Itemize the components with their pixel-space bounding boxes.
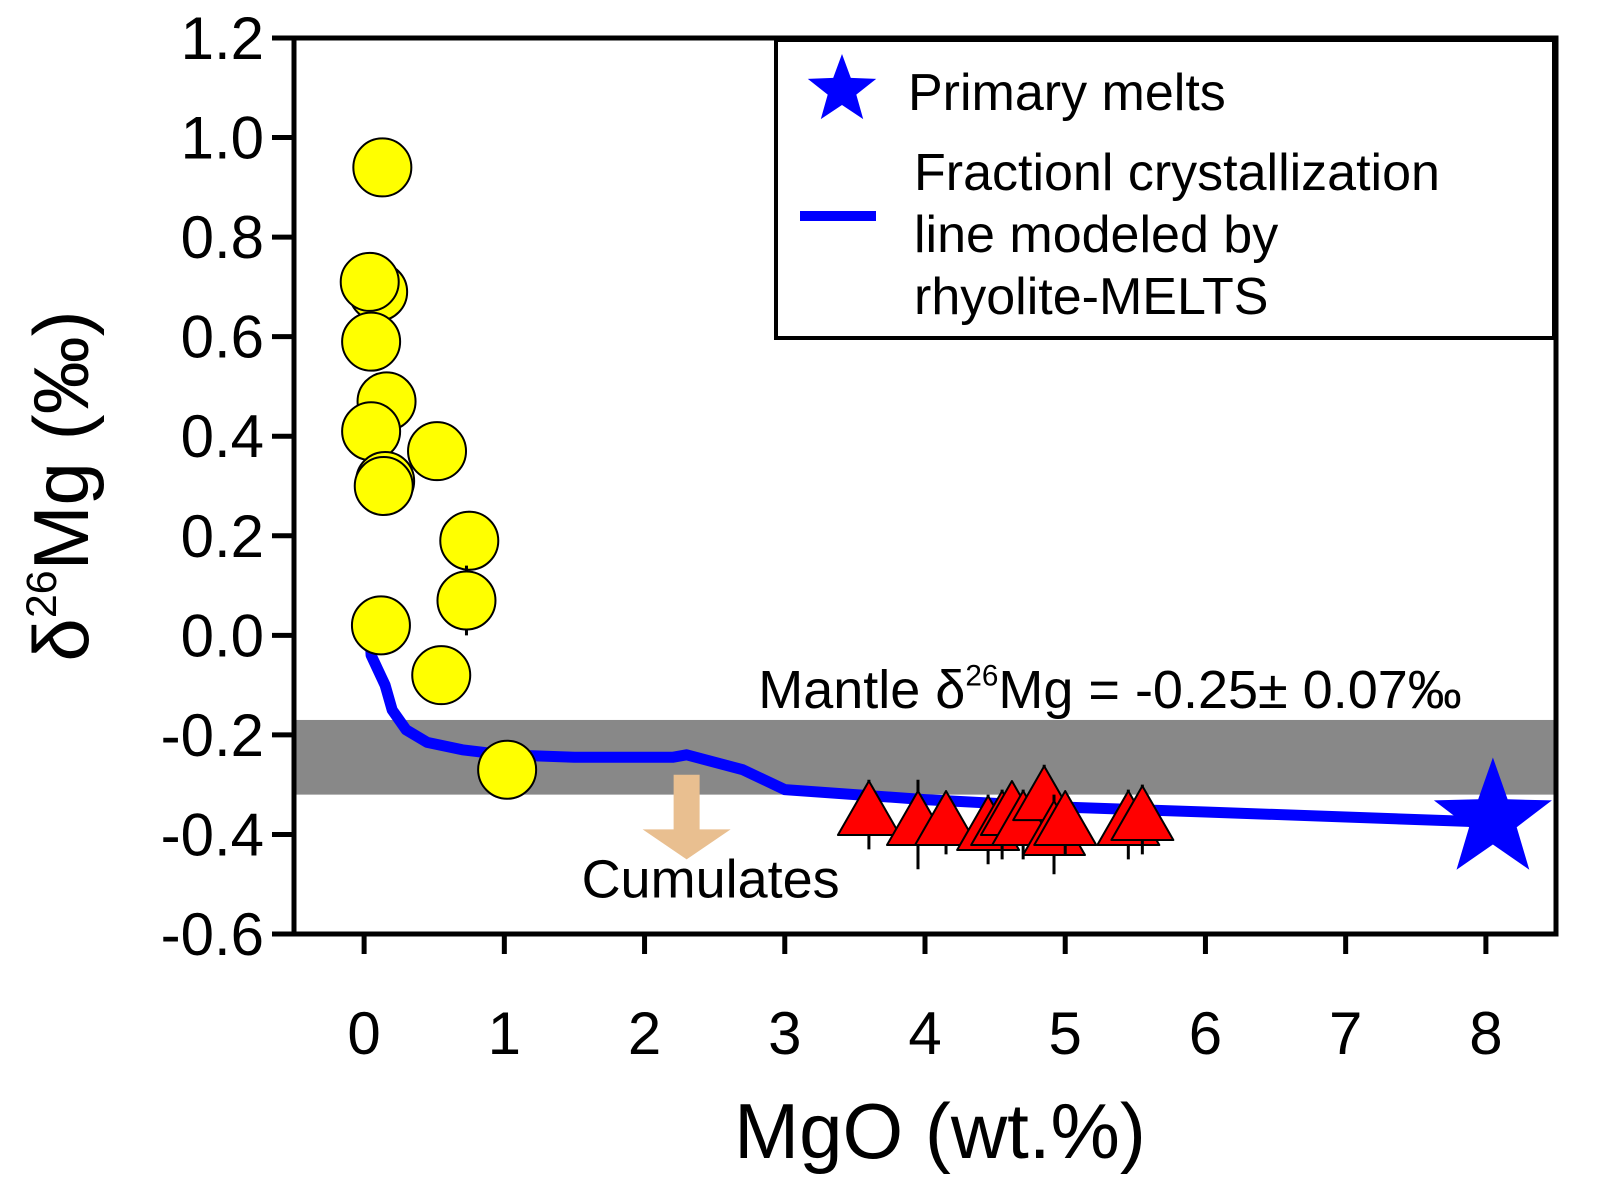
data-point-circle	[339, 251, 400, 312]
x-tick-label: 1	[488, 1000, 521, 1067]
y-tick-label: -0.2	[161, 702, 264, 769]
x-axis-title: MgO (wt.%)	[734, 1087, 1146, 1175]
y-tick-label: 1.2	[181, 5, 264, 72]
y-tick-label: 1.0	[181, 105, 264, 172]
y-tick-label: 0.8	[181, 204, 264, 271]
y-axis-title: δ26Mg (‰)	[17, 310, 105, 661]
x-tick-label: 6	[1189, 1000, 1222, 1067]
data-points-layer	[339, 137, 1552, 875]
cumulates-label: Cumulates	[582, 849, 840, 909]
legend-label-fc-line: Fractionl crystallization	[914, 144, 1440, 202]
data-point-circle	[477, 739, 538, 800]
data-point-circle	[350, 595, 411, 656]
y-tick-label: -0.4	[161, 801, 264, 868]
x-tick-label: 8	[1469, 1000, 1502, 1067]
data-point-circle	[411, 645, 472, 706]
legend-label-fc-line: line modeled by	[914, 206, 1278, 264]
legend-box	[774, 38, 1556, 340]
legend-star-icon	[807, 54, 877, 120]
x-tick-label: 0	[347, 1000, 380, 1067]
legend: Primary melts Fractionl crystallizationli…	[774, 38, 1556, 340]
y-tick-label: 0.6	[181, 304, 264, 371]
data-point-triangle	[914, 790, 979, 847]
data-point-circle	[352, 137, 413, 198]
y-tick-label: 0.2	[181, 503, 264, 570]
annotation-layer: Mantle δ26Mg = -0.25± 0.07‰ Cumulates	[582, 660, 1462, 910]
y-tick-label: 0.4	[181, 403, 264, 470]
mantle-label: Mantle δ26Mg = -0.25± 0.07‰	[758, 660, 1462, 720]
data-point-triangle	[836, 780, 901, 837]
y-tick-label: -0.6	[161, 901, 264, 968]
x-tick-label: 7	[1329, 1000, 1362, 1067]
primary-melt-star	[1433, 757, 1552, 870]
data-point-circle	[439, 510, 500, 571]
x-tick-label: 3	[768, 1000, 801, 1067]
data-point-triangle	[1110, 785, 1175, 842]
data-point-circle	[341, 311, 402, 372]
y-tick-label: 0.0	[181, 602, 264, 669]
x-tick-label: 2	[628, 1000, 661, 1067]
data-point-triangle	[1033, 790, 1098, 847]
data-point-circle	[341, 401, 402, 462]
axes-layer: -0.6 -0.4 -0.2 0.0 0.2 0.4 0.6 0.8 1.0 1.2 0 1 2 3 4 5 6…	[17, 5, 1559, 1175]
legend-label-fc-line: rhyolite-MELTS	[914, 268, 1268, 326]
legend-label-primary-melts: Primary melts	[908, 64, 1226, 122]
x-tick-label: 5	[1049, 1000, 1082, 1067]
cumulates-arrow	[642, 774, 731, 860]
data-point-circle	[407, 421, 468, 482]
data-point-circle	[436, 570, 497, 631]
x-tick-label: 4	[908, 1000, 941, 1067]
data-point-circle	[353, 456, 414, 516]
